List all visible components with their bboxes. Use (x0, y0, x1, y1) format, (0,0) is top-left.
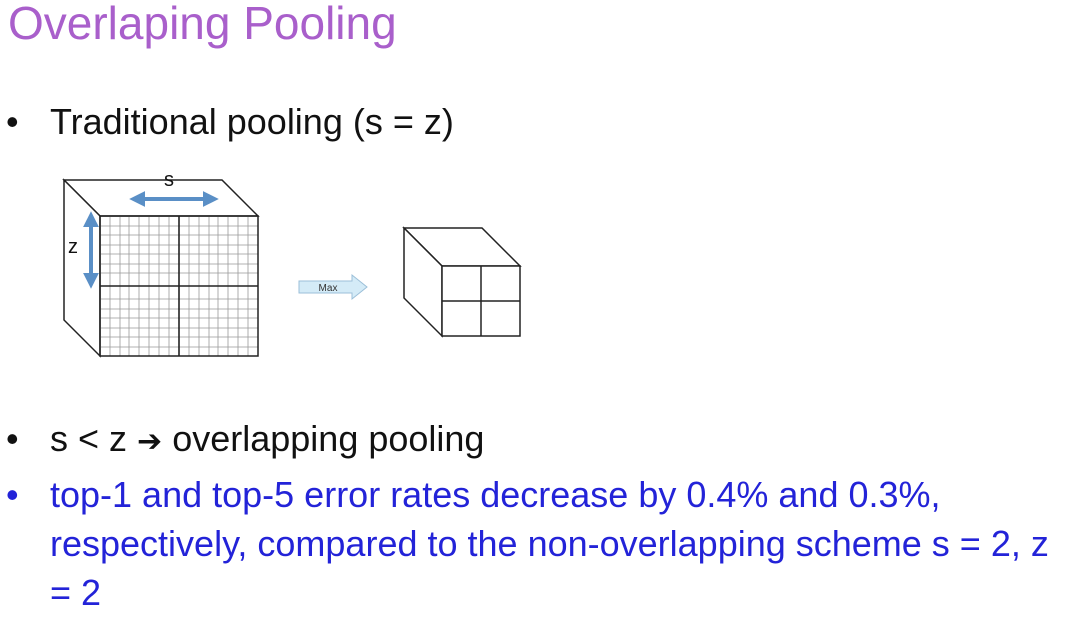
bullet-text: top-1 and top-5 error rates decrease by … (50, 474, 1049, 613)
output-volume (402, 226, 522, 338)
size-z-label: z (68, 236, 78, 258)
bullet-dot: • (6, 418, 19, 459)
max-arrow-shape (298, 273, 368, 301)
stride-s-label: s (164, 169, 174, 191)
bullet-result: overlapping pooling (172, 418, 485, 459)
bullet-dot: • (6, 474, 19, 515)
bullet-error-rates: • top-1 and top-5 error rates decrease by… (6, 470, 1060, 617)
bullet-dot: • (6, 101, 19, 142)
bullet-text: Traditional pooling (s = z) (50, 101, 454, 142)
pooling-diagram: s z Max (62, 169, 522, 358)
input-volume (62, 178, 260, 358)
slide-title: Overlaping Pooling (8, 0, 397, 49)
bullet-condition: s < z (50, 418, 128, 459)
right-arrow-icon: ➔ (137, 425, 163, 458)
bullet-overlapping-pooling: • s < z ➔ overlapping pooling (6, 414, 484, 466)
bullet-traditional-pooling: • Traditional pooling (s = z) (6, 97, 454, 146)
max-arrow: Max (298, 273, 368, 301)
max-arrow-label: Max (319, 283, 338, 294)
